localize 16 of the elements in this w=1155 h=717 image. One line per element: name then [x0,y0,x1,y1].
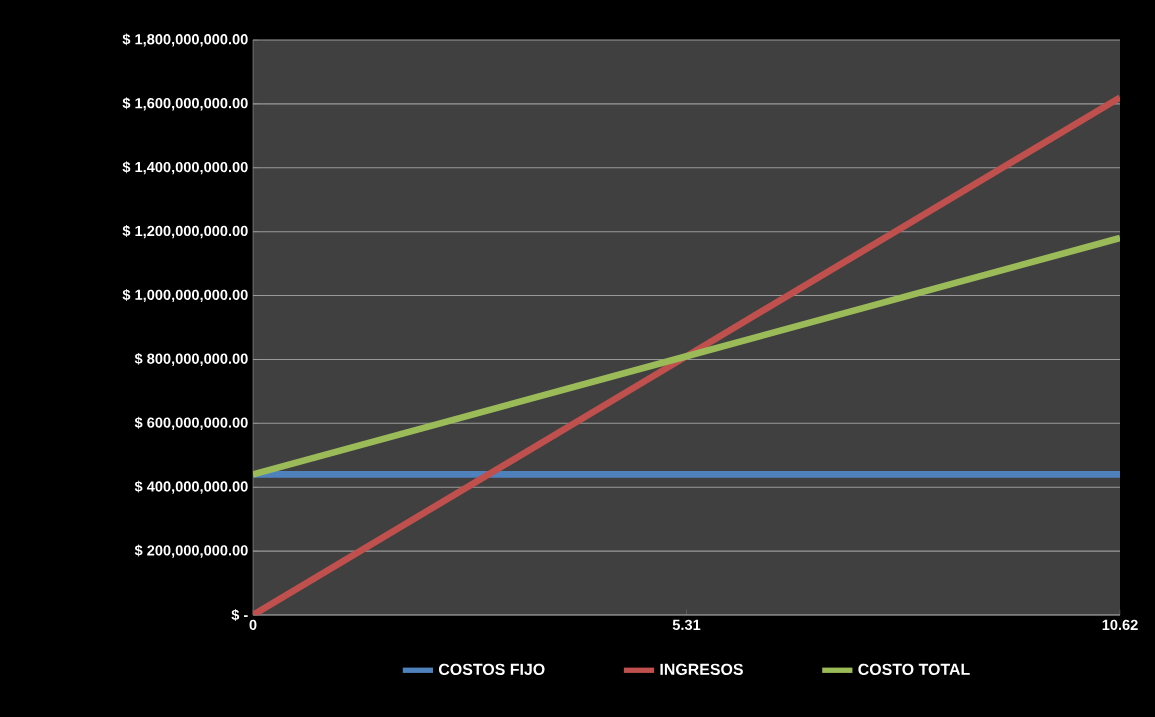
y-tick-label: $ 600,000,000.00 [134,416,248,430]
x-tick-label: 10.62 [1102,619,1138,631]
y-tick-label: $ 1,000,000,000.00 [122,289,248,303]
legend-label: COSTO TOTAL [858,663,970,675]
x-tick-label: 5.31 [672,619,701,631]
y-tick-label: $ 1,800,000,000.00 [122,33,248,47]
legend-label: COSTOS FIJO [438,663,545,675]
y-tick-label: $ 800,000,000.00 [134,352,248,366]
x-tick-label: 0 [249,619,257,631]
y-tick-label: $ 1,200,000,000.00 [122,225,248,239]
y-tick-label: $ 200,000,000.00 [134,544,248,558]
y-tick-label: $ - [231,609,248,621]
y-tick-label: $ 1,400,000,000.00 [122,161,248,175]
y-tick-label: $ 400,000,000.00 [134,480,248,494]
legend-label: INGRESOS [660,663,743,675]
y-tick-label: $ 1,600,000,000.00 [122,97,248,111]
